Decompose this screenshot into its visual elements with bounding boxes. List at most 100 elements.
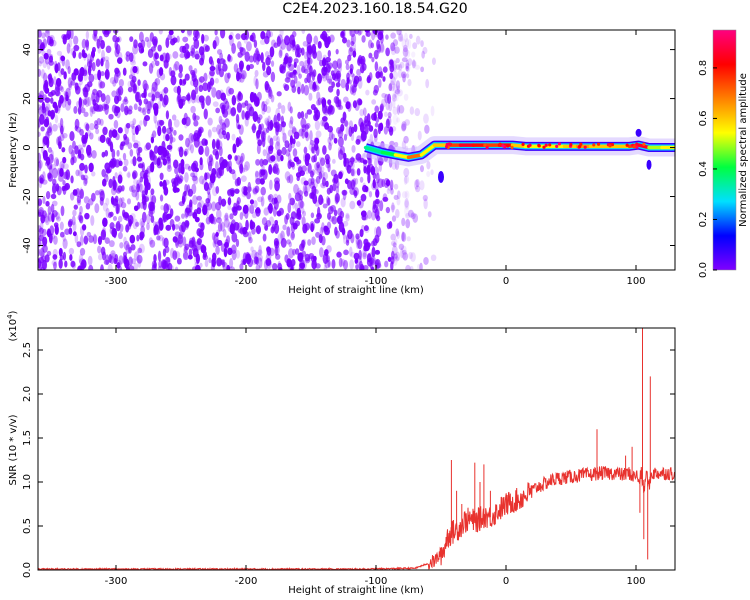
- noise-speck: [143, 98, 149, 105]
- noise-speck: [223, 214, 229, 222]
- noise-speck: [215, 89, 222, 100]
- noise-speck: [72, 50, 77, 59]
- noise-speck: [259, 39, 266, 45]
- noise-speck: [96, 89, 103, 98]
- noise-speck: [154, 91, 161, 99]
- noise-speck: [265, 145, 271, 156]
- noise-speck: [374, 61, 379, 72]
- noise-speck: [137, 146, 143, 153]
- noise-speck: [275, 141, 281, 151]
- noise-speck: [153, 105, 159, 117]
- noise-speck: [160, 204, 165, 211]
- noise-speck: [110, 186, 117, 196]
- noise-speck: [229, 31, 234, 38]
- noise-speck: [355, 153, 362, 161]
- noise-speck: [321, 235, 326, 246]
- noise-speck: [73, 35, 79, 45]
- noise-speck: [97, 245, 102, 254]
- noise-speck: [352, 178, 357, 187]
- noise-speck: [166, 164, 172, 173]
- noise-speck: [227, 154, 233, 160]
- noise-speck: [209, 172, 216, 184]
- noise-speck: [187, 210, 194, 217]
- noise-speck: [265, 56, 271, 66]
- noise-speck: [237, 92, 243, 102]
- noise-speck: [403, 135, 409, 144]
- noise-speck: [420, 66, 425, 73]
- noise-speck: [57, 122, 62, 128]
- noise-speck: [427, 211, 432, 218]
- noise-speck: [397, 69, 403, 79]
- noise-speck: [356, 68, 362, 76]
- noise-speck: [239, 263, 244, 270]
- noise-speck: [302, 238, 307, 246]
- noise-speck: [311, 146, 315, 154]
- noise-speck: [139, 120, 143, 126]
- noise-speck: [64, 91, 68, 103]
- noise-speck: [187, 188, 193, 197]
- noise-speck: [278, 49, 283, 59]
- noise-speck: [342, 220, 349, 227]
- noise-speck: [39, 247, 45, 258]
- noise-speck: [193, 120, 199, 127]
- noise-speck: [148, 62, 154, 74]
- noise-speck: [338, 171, 343, 180]
- noise-speck: [83, 111, 89, 118]
- noise-speck: [92, 33, 97, 40]
- snr-background: [38, 328, 675, 570]
- noise-speck: [390, 233, 396, 241]
- noise-speck: [88, 162, 94, 173]
- noise-speck: [266, 153, 271, 163]
- noise-speck: [116, 90, 121, 100]
- noise-speck: [184, 243, 190, 251]
- colorbar-tick-label: 0.8: [698, 60, 709, 76]
- noise-speck: [227, 72, 231, 79]
- noise-speck: [405, 62, 411, 73]
- noise-speck: [236, 197, 241, 205]
- noise-speck: [304, 131, 309, 139]
- noise-speck: [372, 178, 376, 189]
- noise-speck: [287, 160, 292, 170]
- noise-speck: [163, 179, 170, 186]
- noise-speck: [242, 204, 249, 215]
- noise-speck: [278, 207, 284, 216]
- noise-speck: [406, 236, 411, 242]
- noise-speck: [191, 47, 196, 58]
- noise-speck: [87, 129, 92, 137]
- noise-speck: [414, 179, 419, 190]
- noise-speck: [211, 87, 217, 98]
- noise-speck: [93, 234, 98, 245]
- noise-speck: [246, 103, 253, 112]
- noise-speck: [105, 197, 110, 206]
- noise-speck: [158, 30, 163, 35]
- noise-speck: [330, 205, 337, 212]
- noise-speck: [257, 139, 263, 147]
- noise-speck: [340, 197, 346, 208]
- noise-speck: [116, 57, 123, 65]
- noise-speck: [140, 39, 146, 49]
- noise-speck: [174, 167, 179, 175]
- noise-speck: [384, 260, 389, 268]
- noise-speck: [240, 73, 245, 79]
- noise-speck: [169, 126, 174, 132]
- noise-speck: [344, 59, 350, 65]
- noise-speck: [39, 90, 45, 98]
- noise-speck: [229, 257, 234, 269]
- noise-speck: [131, 189, 138, 198]
- noise-speck: [227, 221, 234, 233]
- track-peak: [447, 142, 451, 146]
- noise-speck: [343, 96, 349, 103]
- noise-speck: [327, 197, 331, 206]
- noise-speck: [38, 30, 42, 38]
- noise-speck: [197, 130, 201, 140]
- noise-speck: [360, 131, 366, 143]
- noise-speck: [391, 215, 397, 222]
- noise-speck: [60, 163, 65, 171]
- noise-speck: [310, 191, 315, 200]
- noise-speck: [104, 69, 110, 80]
- noise-speck: [392, 242, 397, 248]
- noise-speck: [252, 111, 259, 122]
- noise-speck: [338, 257, 343, 268]
- noise-speck: [423, 257, 429, 265]
- noise-speck: [230, 106, 237, 116]
